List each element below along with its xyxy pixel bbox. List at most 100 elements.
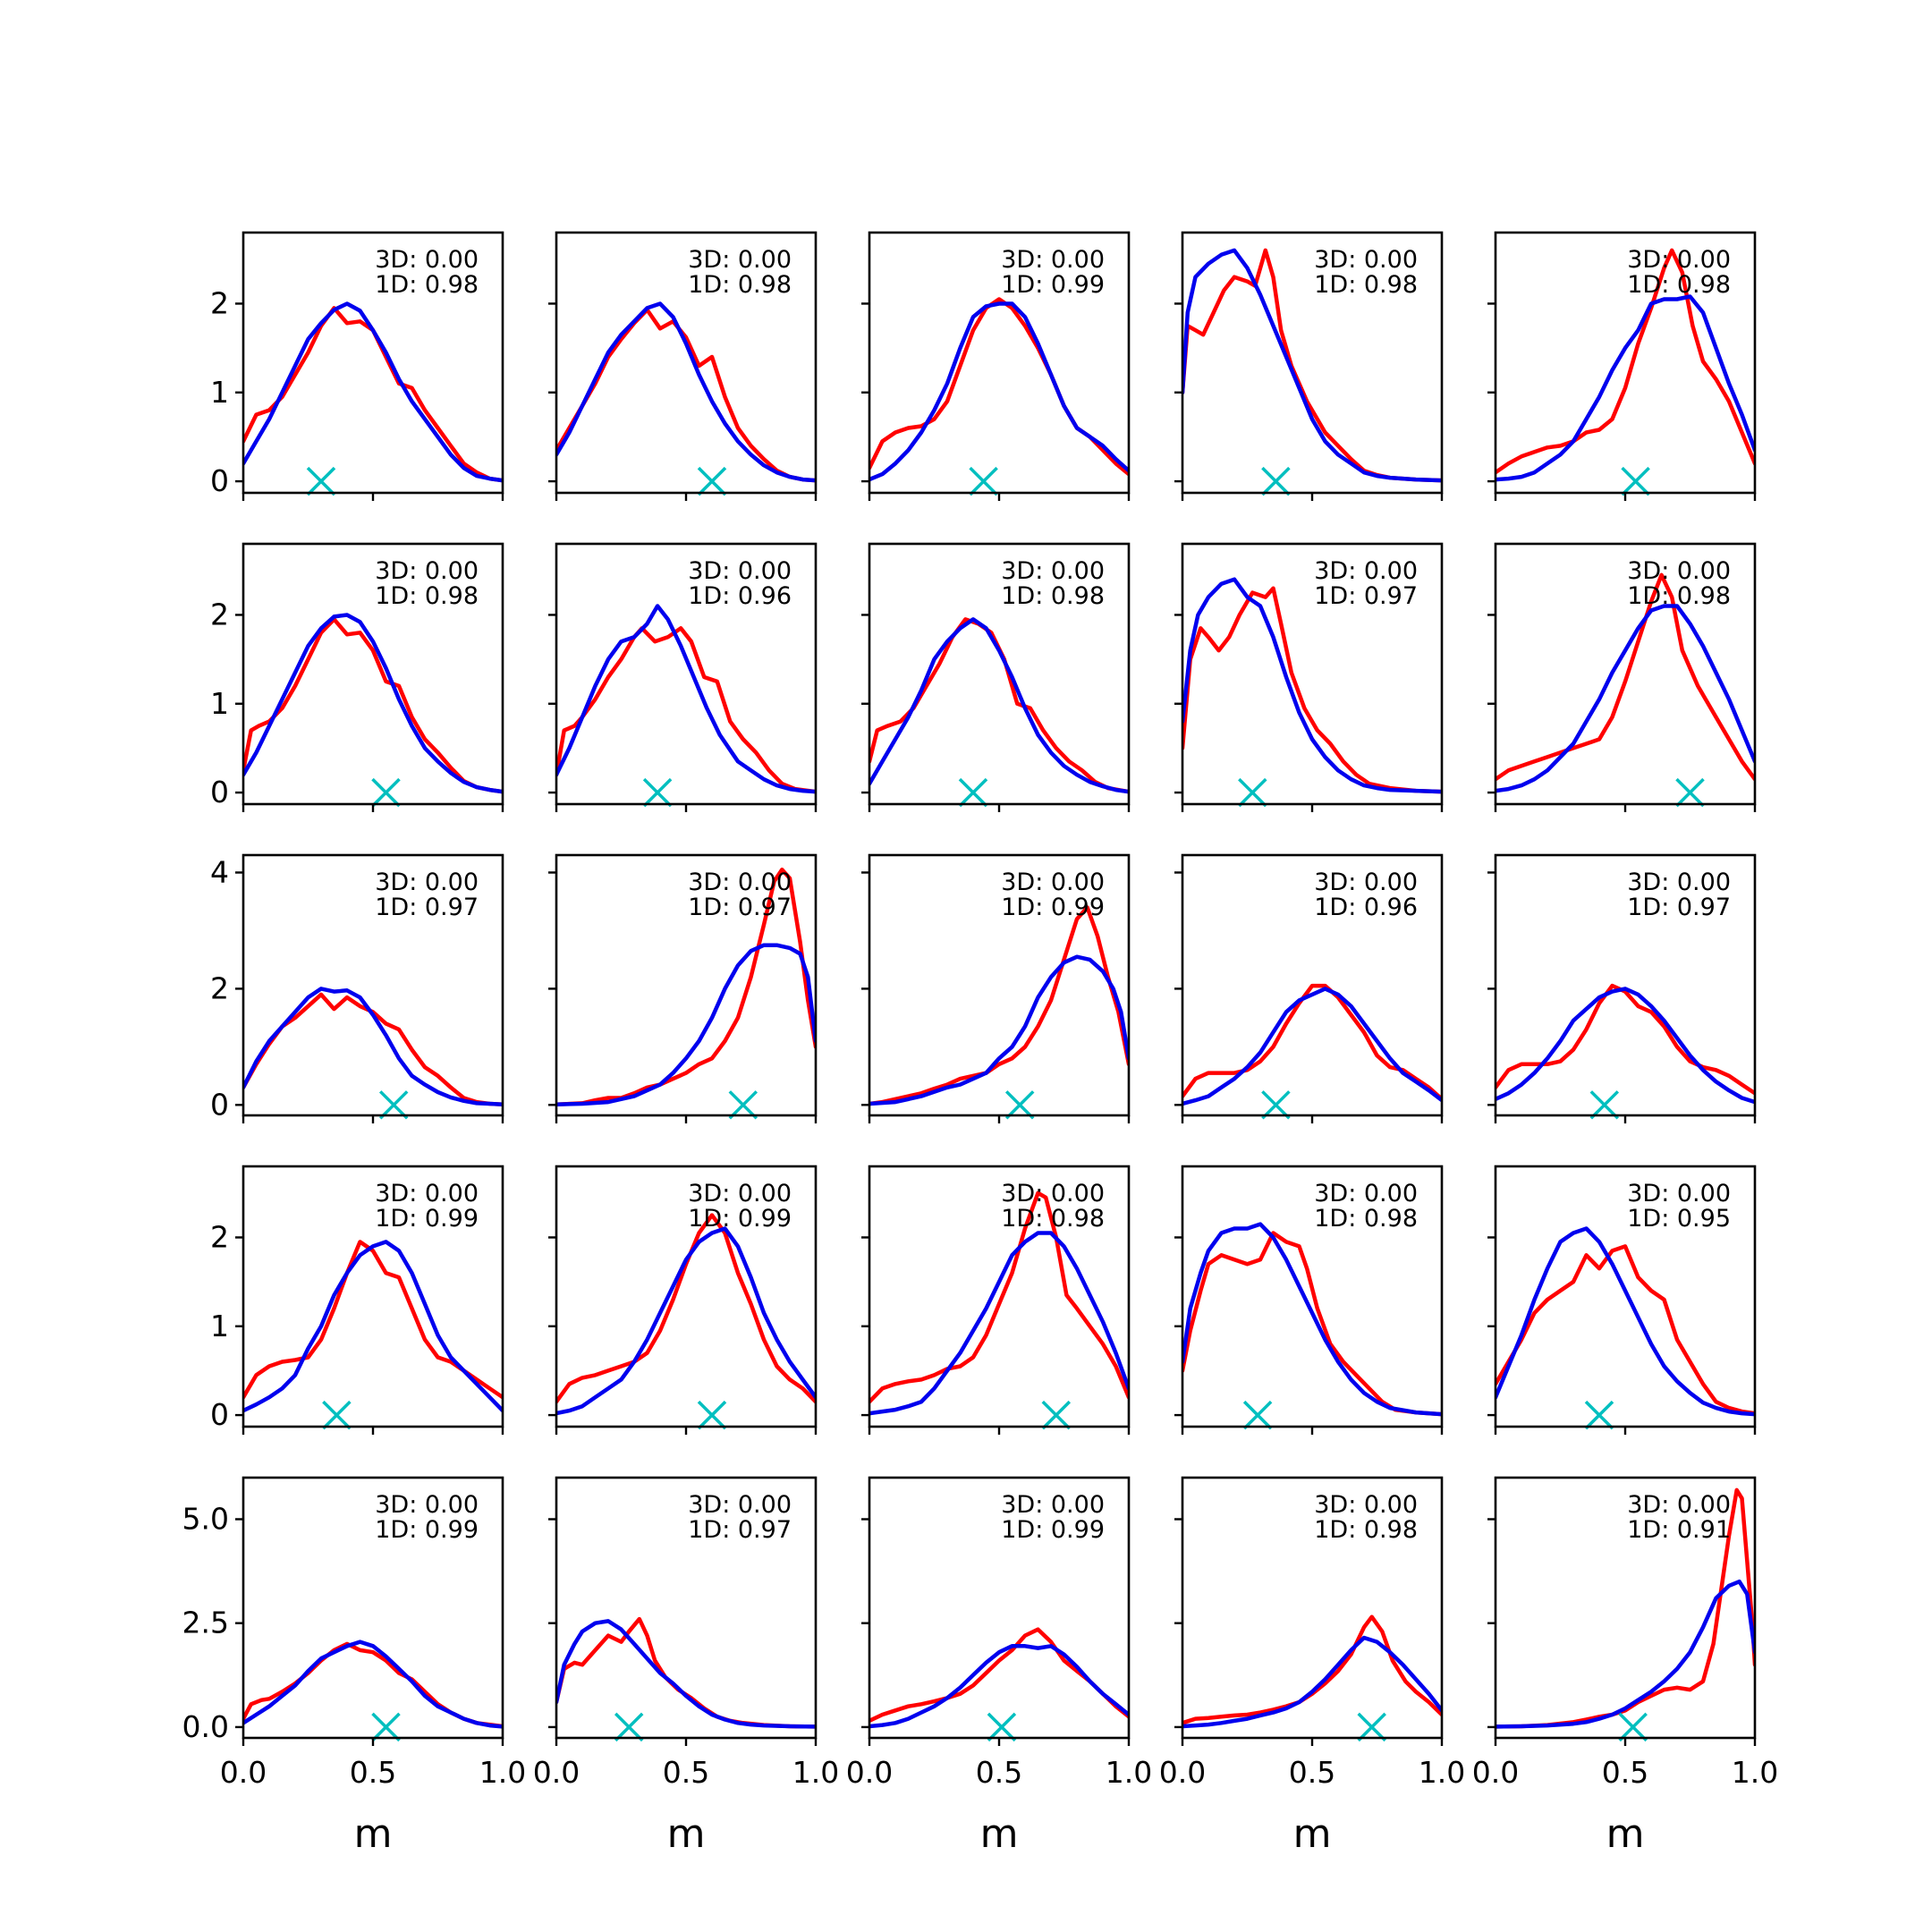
annotation-3d: 3D: 0.00: [375, 246, 479, 274]
blue-curve: [1182, 577, 1442, 794]
x-marker: [642, 777, 673, 808]
plot-area: [869, 1627, 1129, 1729]
annotation-3d: 3D: 0.00: [1314, 246, 1418, 274]
red-curve: [1182, 1231, 1442, 1417]
plot-area: [556, 1213, 816, 1416]
annotation-1d: 1D: 0.95: [1627, 1205, 1731, 1233]
x-tick-label: 0.5: [976, 1755, 1022, 1790]
x-axis-label-col-5: m: [1606, 1811, 1645, 1857]
y-tick-label: 0.0: [182, 1709, 229, 1744]
annotation-3d: 3D: 0.00: [375, 869, 479, 896]
annotation-1d: 1D: 0.97: [375, 894, 479, 921]
red-curve: [1496, 572, 1755, 782]
annotation-3d: 3D: 0.00: [1001, 869, 1105, 896]
annotation-1d: 1D: 0.98: [1627, 582, 1731, 610]
x-marker: [614, 1712, 644, 1742]
y-tick-label: 1: [210, 686, 229, 721]
x-marker: [1675, 777, 1705, 808]
blue-curve: [869, 617, 1129, 794]
x-marker: [1238, 777, 1267, 808]
x-marker: [1242, 1400, 1273, 1430]
plot-area: [869, 905, 1129, 1106]
blue-curve: [869, 1231, 1129, 1416]
red-curve: [1496, 1487, 1755, 1729]
y-tick-label: 2: [210, 285, 229, 320]
x-tick-label: 1.0: [1419, 1755, 1465, 1790]
annotation-3d: 3D: 0.00: [1314, 1491, 1418, 1519]
annotation-1d: 1D: 0.98: [1001, 1205, 1105, 1233]
y-tick-label: 0: [210, 463, 229, 498]
x-marker: [378, 1090, 409, 1120]
x-marker: [322, 1400, 352, 1430]
blue-curve: [556, 1619, 816, 1729]
annotation-1d: 1D: 0.98: [1314, 1516, 1418, 1544]
x-tick-label: 0.0: [533, 1755, 580, 1790]
annotation-3d: 3D: 0.00: [375, 557, 479, 585]
blue-curve: [556, 604, 816, 794]
blue-curve: [869, 954, 1129, 1106]
y-tick-label: 1: [210, 375, 229, 410]
y-tick-label: 2: [210, 597, 229, 631]
y-tick-label: 2: [210, 970, 229, 1005]
blue-curve: [243, 1240, 503, 1413]
y-tick-label: 4: [210, 854, 229, 889]
blue-curve: [1496, 1579, 1755, 1729]
y-tick-label: 0: [210, 775, 229, 809]
x-tick-label: 0.5: [1602, 1755, 1648, 1790]
x-marker: [1357, 1712, 1386, 1742]
annotation-3d: 3D: 0.00: [1627, 1180, 1731, 1208]
annotation-1d: 1D: 0.98: [375, 271, 479, 299]
x-marker: [728, 1090, 758, 1120]
plot-area: [869, 617, 1129, 794]
red-curve: [1496, 248, 1755, 475]
red-curve: [869, 905, 1129, 1106]
x-marker: [371, 1712, 401, 1742]
x-tick-label: 0.5: [663, 1755, 709, 1790]
annotation-1d: 1D: 0.96: [1314, 894, 1418, 921]
annotation-1d: 1D: 0.97: [688, 1516, 792, 1544]
x-marker: [1041, 1400, 1072, 1430]
x-marker: [371, 777, 401, 808]
red-curve: [1182, 586, 1442, 794]
annotation-1d: 1D: 0.98: [688, 271, 792, 299]
x-marker: [1584, 1400, 1614, 1430]
blue-curve: [869, 1644, 1129, 1729]
plot-area: [869, 1191, 1129, 1416]
plot-area: [1496, 983, 1755, 1105]
plot-area: [243, 301, 503, 483]
annotation-3d: 3D: 0.00: [1314, 869, 1418, 896]
y-tick-label: 0: [210, 1087, 229, 1122]
blue-curve: [1496, 987, 1755, 1105]
blue-curve: [556, 301, 816, 483]
blue-curve: [556, 943, 816, 1106]
x-marker: [697, 466, 727, 496]
annotation-3d: 3D: 0.00: [688, 1491, 792, 1519]
plot-area: [1182, 1614, 1442, 1729]
red-curve: [556, 867, 816, 1106]
x-marker: [1261, 1090, 1291, 1120]
blue-curve: [869, 301, 1129, 482]
red-curve: [1182, 1614, 1442, 1725]
x-marker: [306, 466, 336, 496]
x-axis-label-col-1: m: [354, 1811, 393, 1857]
annotation-1d: 1D: 0.99: [1001, 271, 1105, 299]
annotation-3d: 3D: 0.00: [688, 557, 792, 585]
